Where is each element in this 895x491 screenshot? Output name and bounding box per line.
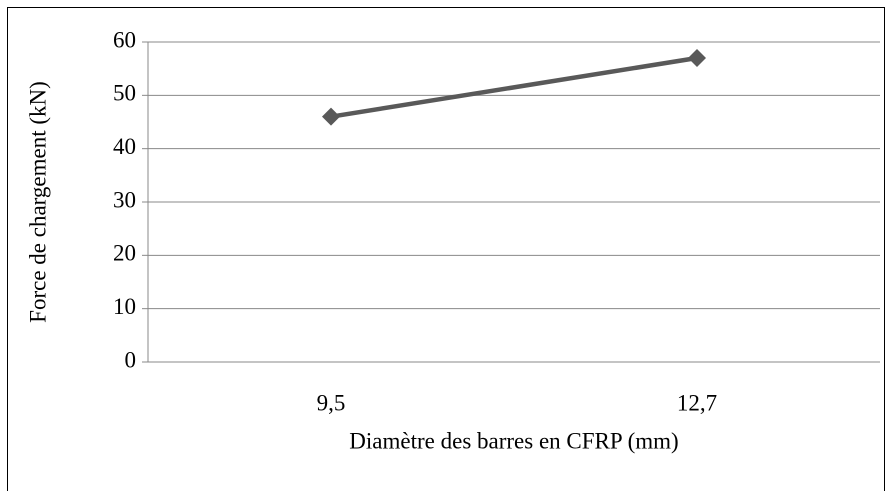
y-tick-label: 10 [113,294,136,319]
marker [322,107,340,126]
marker [688,49,706,67]
y-tick-label: 50 [113,81,136,106]
line [330,55,698,119]
y-tick-label: 0 [125,347,137,372]
x-tick-label: 12,7 [677,390,717,415]
y-tick-label: 60 [113,27,136,52]
y-axis-title: Force de chargement (kN) [25,81,50,323]
x-tick-label: 9,5 [317,390,346,415]
y-tick-label: 30 [113,187,136,212]
y-tick-label: 20 [113,241,136,266]
chart-frame [7,7,885,491]
x-axis-title: Diamètre des barres en CFRP (mm) [349,428,678,453]
y-tick-label: 40 [113,134,136,159]
